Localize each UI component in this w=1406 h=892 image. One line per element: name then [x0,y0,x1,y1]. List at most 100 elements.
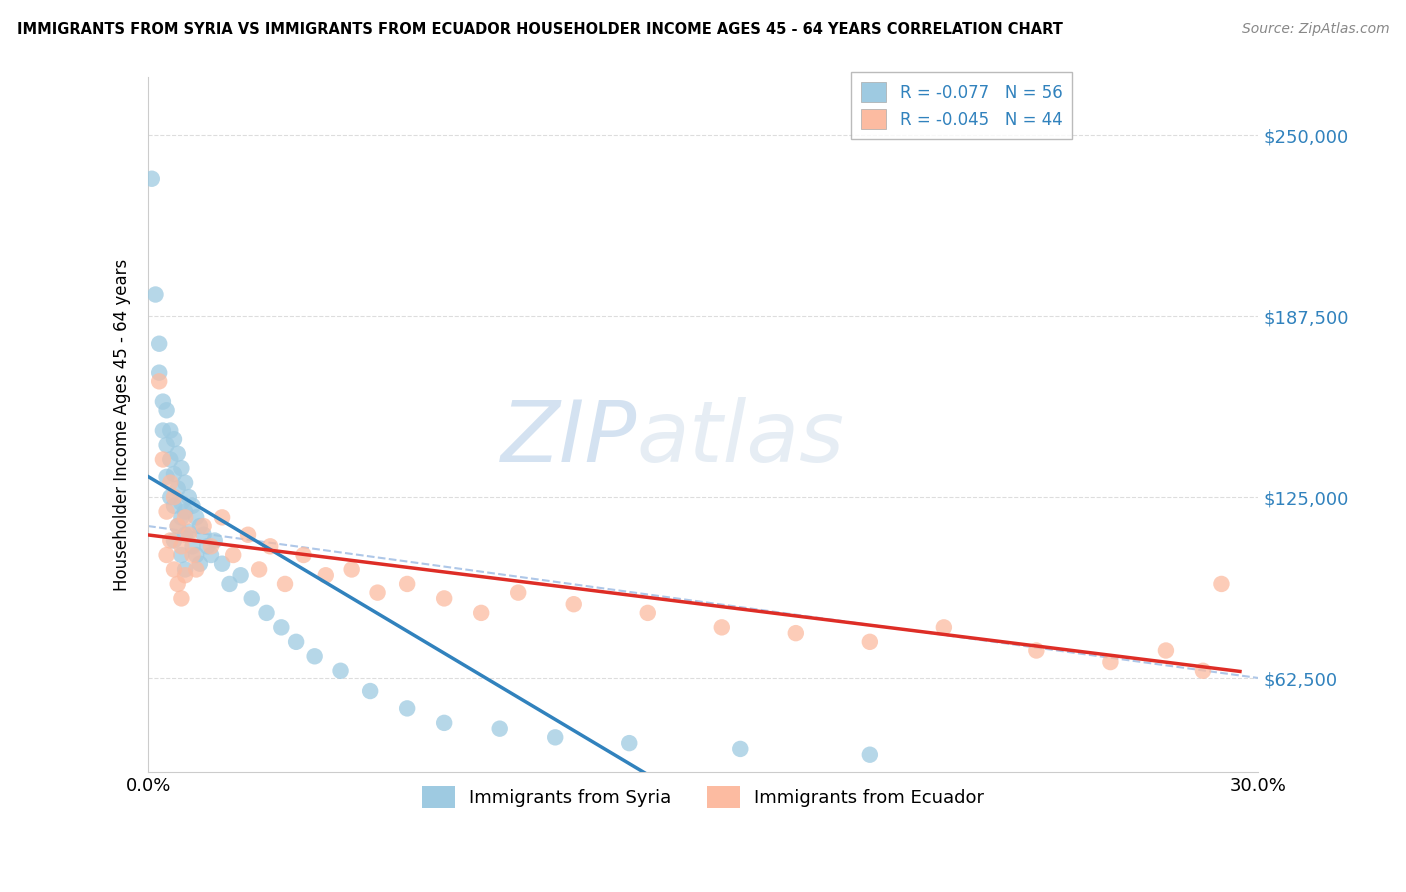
Point [166,519,188,533]
Point [152,394,174,409]
Point [148,375,170,389]
Point [304,649,326,664]
Point [270,620,292,634]
Legend: Immigrants from Syria, Immigrants from Ecuador: Immigrants from Syria, Immigrants from E… [415,779,991,815]
Point [155,505,177,519]
Point [155,470,177,484]
Point [174,505,197,519]
Point [285,635,308,649]
Point [170,539,193,553]
Point [159,533,181,548]
Point [155,438,177,452]
Point [488,722,510,736]
Point [181,539,204,553]
Point [186,548,208,562]
Point [177,490,200,504]
Point [193,519,215,533]
Point [159,475,181,490]
Point [174,568,197,582]
Point [188,557,211,571]
Point [1025,643,1047,657]
Point [177,527,200,541]
Point [710,620,733,634]
Point [170,461,193,475]
Point [166,519,188,533]
Point [508,585,530,599]
Point [229,568,252,582]
Point [181,499,204,513]
Point [619,736,641,750]
Point [396,577,419,591]
Point [181,548,204,562]
Point [152,452,174,467]
Point [859,635,882,649]
Point [193,527,215,541]
Point [340,562,363,576]
Point [218,577,240,591]
Point [163,490,186,504]
Y-axis label: Householder Income Ages 45 - 64 years: Householder Income Ages 45 - 64 years [114,259,131,591]
Point [204,533,226,548]
Point [562,597,585,611]
Point [170,496,193,510]
Point [155,548,177,562]
Point [259,539,281,553]
Point [174,527,197,541]
Point [163,499,186,513]
Point [170,510,193,524]
Point [148,366,170,380]
Point [256,606,278,620]
Point [730,742,752,756]
Text: Source: ZipAtlas.com: Source: ZipAtlas.com [1241,22,1389,37]
Point [188,519,211,533]
Point [544,731,567,745]
Point [637,606,659,620]
Point [211,557,233,571]
Point [292,548,315,562]
Point [367,585,389,599]
Point [785,626,807,640]
Point [163,467,186,481]
Point [163,432,186,446]
Point [433,715,456,730]
Point [236,527,259,541]
Point [200,539,222,553]
Text: IMMIGRANTS FROM SYRIA VS IMMIGRANTS FROM ECUADOR HOUSEHOLDER INCOME AGES 45 - 64: IMMIGRANTS FROM SYRIA VS IMMIGRANTS FROM… [17,22,1063,37]
Point [200,548,222,562]
Point [174,562,197,576]
Point [166,447,188,461]
Point [170,548,193,562]
Point [274,577,297,591]
Point [859,747,882,762]
Point [186,562,208,576]
Text: ZIP: ZIP [501,397,637,480]
Point [1211,577,1233,591]
Point [159,452,181,467]
Point [174,475,197,490]
Text: atlas: atlas [637,397,845,480]
Point [1192,664,1215,678]
Point [159,424,181,438]
Point [329,664,352,678]
Point [1099,655,1122,669]
Point [159,490,181,504]
Point [195,539,218,553]
Point [222,548,245,562]
Point [163,562,186,576]
Point [359,684,381,698]
Point [141,171,163,186]
Point [170,591,193,606]
Point [396,701,419,715]
Point [932,620,955,634]
Point [433,591,456,606]
Point [470,606,492,620]
Point [174,510,197,524]
Point [152,424,174,438]
Point [155,403,177,417]
Point [247,562,270,576]
Point [240,591,263,606]
Point [145,287,167,301]
Point [1154,643,1177,657]
Point [166,482,188,496]
Point [148,336,170,351]
